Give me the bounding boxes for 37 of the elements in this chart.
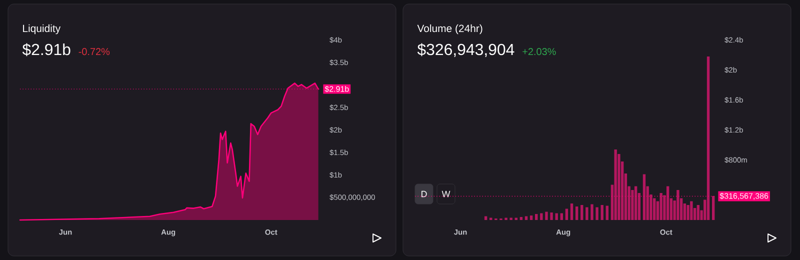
- bar: [530, 216, 533, 220]
- bar: [590, 204, 594, 220]
- bar: [631, 190, 634, 220]
- bar: [545, 212, 548, 220]
- bar: [642, 174, 646, 220]
- annotation: W: [442, 190, 450, 198]
- bar: [686, 205, 690, 220]
- annotation: D: [422, 190, 427, 198]
- chart-title: Liquidity: [23, 24, 61, 34]
- chart-subtitle: $2.91b: [22, 43, 70, 56]
- bar: [696, 205, 700, 220]
- bar: [634, 186, 638, 220]
- bar: [606, 206, 608, 220]
- bar: [690, 201, 693, 220]
- bar: [712, 196, 715, 220]
- bar: [575, 206, 578, 220]
- bar: [555, 213, 558, 220]
- bar: [614, 150, 617, 220]
- bar: [596, 207, 598, 220]
- bar: [706, 56, 710, 220]
- bar: [550, 212, 553, 220]
- chart-title: Volume (24hr): [417, 24, 482, 34]
- bar: [676, 190, 680, 220]
- bar: [600, 205, 604, 220]
- bar: [570, 204, 574, 220]
- bar: [520, 217, 523, 220]
- annotation: +2.03%: [522, 48, 556, 56]
- annotation: -0.72%: [78, 48, 110, 56]
- bar: [666, 186, 670, 220]
- bar: [660, 193, 662, 220]
- chart-subtitle: $326,943,904: [417, 43, 514, 58]
- bar: [540, 213, 543, 220]
- bar: [565, 208, 568, 220]
- bar: [580, 205, 584, 220]
- bar: [652, 198, 656, 220]
- bar: [586, 207, 588, 220]
- bar: [535, 214, 538, 220]
